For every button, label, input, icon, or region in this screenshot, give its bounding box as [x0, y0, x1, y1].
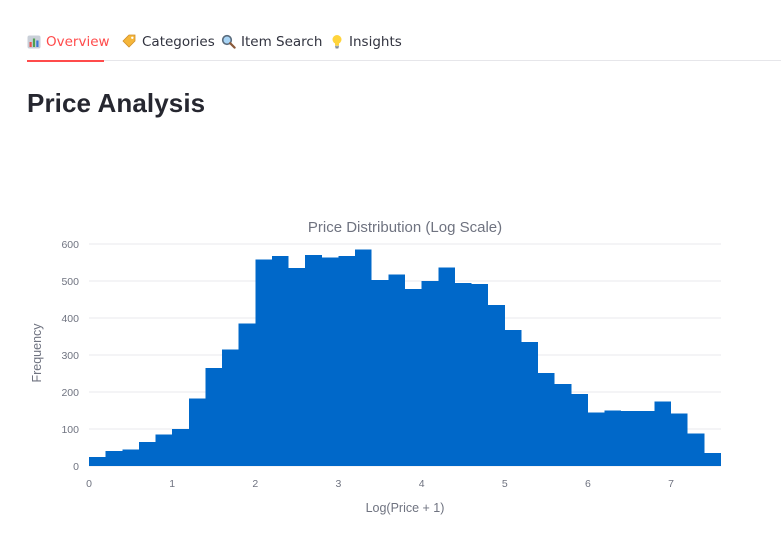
histogram-bar[interactable]	[488, 305, 505, 466]
histogram-bar[interactable]	[105, 451, 123, 466]
histogram-bar[interactable]	[554, 383, 572, 466]
tab-insights-label: Insights	[349, 33, 402, 50]
histogram-bar[interactable]	[637, 411, 655, 466]
x-tick-label: 2	[252, 478, 258, 490]
histogram-bar[interactable]	[421, 281, 439, 466]
x-tick-label: 1	[169, 478, 175, 490]
y-axis-ticks: 0 100 200 300 400 500 600	[61, 239, 79, 473]
histogram-bar[interactable]	[654, 401, 672, 466]
histogram-bar[interactable]	[338, 255, 356, 466]
x-tick-label: 5	[502, 478, 508, 490]
y-tick-label: 600	[61, 239, 79, 251]
x-tick-label: 0	[86, 478, 92, 490]
chart-title: Price Distribution (Log Scale)	[308, 219, 502, 236]
histogram-bar[interactable]	[321, 257, 339, 466]
histogram-bar[interactable]	[355, 249, 372, 466]
x-axis-label: Log(Price + 1)	[366, 501, 445, 515]
histogram-bar[interactable]	[155, 434, 173, 466]
tag-icon	[122, 34, 137, 49]
y-tick-label: 400	[61, 313, 79, 325]
histogram-bar[interactable]	[255, 259, 272, 466]
histogram-bar[interactable]	[222, 349, 239, 466]
histogram-bar[interactable]	[271, 255, 289, 466]
histogram-bar[interactable]	[305, 255, 322, 466]
tab-bar: Overview Categories Item Search Insights	[27, 22, 781, 62]
histogram-bar[interactable]	[122, 449, 139, 466]
x-tick-label: 7	[668, 478, 674, 490]
chart-bars	[89, 249, 721, 467]
histogram-bar[interactable]	[704, 453, 721, 466]
histogram-bar[interactable]	[587, 412, 605, 466]
histogram-bar[interactable]	[205, 367, 223, 466]
histogram-bar[interactable]	[604, 410, 622, 467]
bar-chart-icon	[27, 34, 41, 49]
y-tick-label: 100	[61, 424, 79, 436]
x-tick-label: 4	[419, 478, 425, 490]
histogram-bar[interactable]	[438, 267, 455, 466]
tab-categories[interactable]: Categories	[122, 22, 215, 61]
histogram-bar[interactable]	[388, 274, 405, 466]
histogram-bar[interactable]	[571, 393, 588, 466]
histogram-bar[interactable]	[288, 268, 306, 466]
y-tick-label: 0	[73, 461, 79, 473]
y-axis-label: Frequency	[30, 323, 44, 383]
histogram-bar[interactable]	[454, 282, 472, 466]
magnifier-icon	[221, 34, 236, 49]
y-tick-label: 200	[61, 387, 79, 399]
histogram-bar[interactable]	[89, 457, 106, 466]
x-tick-label: 6	[585, 478, 591, 490]
histogram-bar[interactable]	[538, 372, 555, 466]
price-distribution-chart: Price Distribution (Log Scale) 010020030…	[30, 219, 721, 515]
tab-overview-label: Overview	[46, 33, 110, 50]
tab-overview[interactable]: Overview	[27, 22, 110, 62]
histogram-bar[interactable]	[504, 330, 522, 466]
histogram-bar[interactable]	[371, 279, 389, 466]
tab-insights[interactable]: Insights	[329, 22, 402, 61]
histogram-bar[interactable]	[521, 342, 539, 466]
x-tick-label: 3	[336, 478, 342, 490]
histogram-bar[interactable]	[405, 289, 422, 466]
y-tick-label: 300	[61, 350, 79, 362]
histogram-bar[interactable]	[172, 429, 189, 466]
y-tick-label: 500	[61, 276, 79, 288]
tab-item-search-label: Item Search	[241, 33, 323, 50]
x-axis-ticks: 0 1 2 3 4 5 6 7	[86, 478, 674, 490]
histogram-bar[interactable]	[138, 441, 156, 466]
lightbulb-icon	[329, 34, 344, 49]
tab-categories-label: Categories	[142, 33, 215, 50]
histogram-bar[interactable]	[238, 323, 256, 466]
page-title: Price Analysis	[27, 88, 206, 118]
histogram-bar[interactable]	[687, 433, 705, 466]
tab-item-search[interactable]: Item Search	[221, 22, 322, 61]
histogram-bar[interactable]	[471, 283, 489, 466]
histogram-bar[interactable]	[188, 398, 206, 466]
histogram-bar[interactable]	[621, 411, 638, 466]
histogram-bar[interactable]	[671, 413, 688, 466]
